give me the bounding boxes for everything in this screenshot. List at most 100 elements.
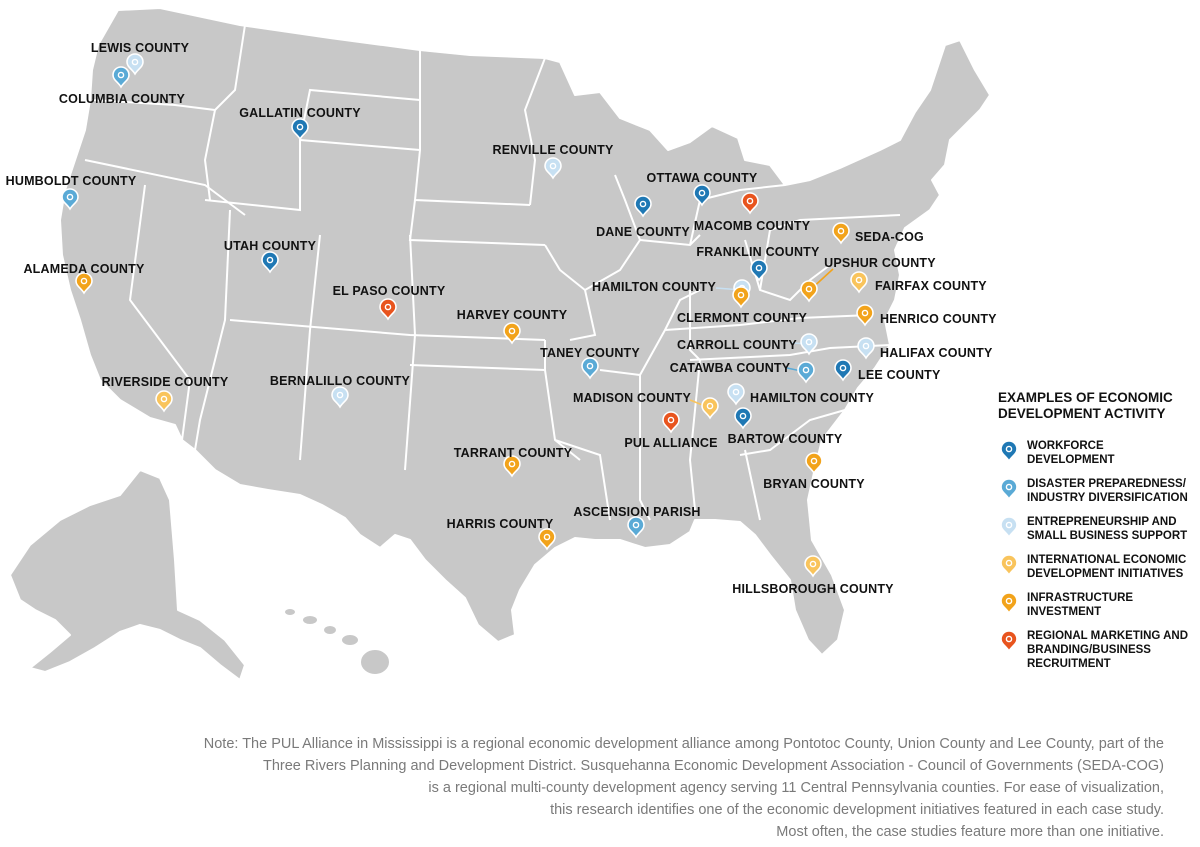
marker-label-18: HENRICO COUNTY (880, 312, 997, 326)
legend-item-infrastructure: INFRASTRUCTURE INVESTMENT (998, 592, 1200, 619)
legend-item-workforce: WORKFORCE DEVELOPMENT (998, 440, 1200, 467)
footnote: Note: The PUL Alliance in Mississippi is… (60, 733, 1164, 843)
map-pin-icon-3[interactable] (291, 118, 309, 141)
marker-label-10: UTAH COUNTY (224, 239, 317, 253)
map-pin-icon-20[interactable] (800, 333, 818, 356)
legend-pin-icon-marketing[interactable] (1000, 630, 1018, 653)
marker-label-29: PUL ALLIANCE (624, 436, 717, 450)
map-pin-icon (1000, 630, 1018, 653)
map-pin-icon-24[interactable] (834, 359, 852, 382)
legend-item-international: INTERNATIONAL ECONOMIC DEVELOPMENT INITI… (998, 554, 1200, 581)
map-pin-icon-14[interactable] (800, 280, 818, 303)
marker-label-6: OTTAWA COUNTY (647, 171, 758, 185)
legend-pin-icon-infrastructure[interactable] (1000, 592, 1018, 615)
marker-label-21: HALIFAX COUNTY (880, 346, 993, 360)
marker-label-25: RIVERSIDE COUNTY (102, 375, 229, 389)
legend-label: WORKFORCE DEVELOPMENT (1027, 440, 1115, 466)
footnote-line-2: Three Rivers Planning and Development Di… (262, 758, 1164, 774)
marker-label-12: EL PASO COUNTY (333, 284, 446, 298)
legend: EXAMPLES OF ECONOMIC DEVELOPMENT ACTIVIT… (998, 390, 1200, 682)
marker-label-19: HARVEY COUNTY (457, 308, 568, 322)
map-pin-icon-4[interactable] (61, 188, 79, 211)
hawaii-islands (283, 607, 391, 676)
footnote-line-3: is a regional multi-county development a… (428, 780, 1164, 796)
alaska-landmass (9, 469, 246, 681)
state-borders (84, 24, 901, 521)
map-pin-icon-1[interactable] (126, 53, 144, 76)
map-pin-icon-22[interactable] (581, 357, 599, 380)
map-pin-icon-19[interactable] (503, 322, 521, 345)
legend-pin-icon-workforce[interactable] (1000, 440, 1018, 463)
marker-label-35: HILLSBOROUGH COUNTY (732, 582, 894, 596)
map-pin-icon-8[interactable] (741, 192, 759, 215)
legend-pin-icon-disaster[interactable] (1000, 478, 1018, 501)
legend-label: INFRASTRUCTURE INVESTMENT (1027, 592, 1134, 618)
marker-label-16: HAMILTON COUNTY (592, 280, 717, 294)
map-pin-icon-18[interactable] (856, 304, 874, 327)
legend-label: INTERNATIONAL ECONOMIC DEVELOPMENT INITI… (1027, 554, 1187, 580)
marker-label-3: GALLATIN COUNTY (239, 106, 361, 120)
legend-items: WORKFORCE DEVELOPMENT DISASTER PREPAREDNE… (998, 440, 1200, 671)
legend-item-entrepreneurship: ENTREPRENEURSHIP AND SMALL BUSINESS SUPP… (998, 516, 1200, 543)
legend-title: EXAMPLES OF ECONOMIC DEVELOPMENT ACTIVIT… (998, 390, 1173, 421)
marker-label-20: CARROLL COUNTY (677, 338, 797, 352)
map-pin-icon-26[interactable] (331, 386, 349, 409)
legend-pin-icon-entrepreneurship[interactable] (1000, 516, 1018, 539)
marker-label-32: BRYAN COUNTY (763, 477, 865, 491)
map-pin-icon-27[interactable] (701, 397, 719, 420)
marker-label-4: HUMBOLDT COUNTY (6, 174, 137, 188)
map-pin-icon-9[interactable] (832, 222, 850, 245)
marker-label-7: DANE COUNTY (596, 225, 690, 239)
marker-label-8: MACOMB COUNTY (694, 219, 811, 233)
marker-label-28: HAMILTON COUNTY (750, 391, 875, 405)
map-pin-icon-23[interactable] (797, 361, 815, 384)
map-pin-icon-29[interactable] (662, 411, 680, 434)
legend-pin-icon-international[interactable] (1000, 554, 1018, 577)
map-pin-icon-2[interactable] (112, 66, 130, 89)
map-pin-icon-34[interactable] (538, 528, 556, 551)
map-pin-icon-10[interactable] (261, 251, 279, 274)
legend-label: ENTREPRENEURSHIP AND SMALL BUSINESS SUPP… (1027, 516, 1188, 542)
contiguous-us-landmass (59, 7, 991, 656)
map-pin-icon (1000, 516, 1018, 539)
legend-label: REGIONAL MARKETING AND BRANDING/BUSINESS… (1027, 630, 1188, 670)
map-pin-icon-11[interactable] (75, 272, 93, 295)
marker-label-22: TANEY COUNTY (540, 346, 640, 360)
map-pin-icon-6[interactable] (693, 184, 711, 207)
map-pin-icon-12[interactable] (379, 298, 397, 321)
map-pin-icon-32[interactable] (805, 452, 823, 475)
map-pin-icon-28[interactable] (727, 383, 745, 406)
us-states (9, 7, 991, 681)
marker-label-33: ASCENSION PARISH (573, 505, 700, 519)
map-pin-icon-13[interactable] (750, 259, 768, 282)
map-pin-icon-30[interactable] (734, 407, 752, 430)
marker-label-11: ALAMEDA COUNTY (23, 262, 145, 276)
marker-label-26: BERNALILLO COUNTY (270, 374, 411, 388)
marker-label-23: CATAWBA COUNTY (670, 361, 791, 375)
marker-label-30: BARTOW COUNTY (728, 432, 843, 446)
legend-item-disaster: DISASTER PREPAREDNESS/ INDUSTRY DIVERSIF… (998, 478, 1200, 505)
marker-label-31: TARRANT COUNTY (454, 446, 573, 460)
us-map: LEWIS COUNTY COLUMBIA COUNTY GALLATIN COUN… (6, 7, 997, 681)
marker-label-27: MADISON COUNTY (573, 391, 692, 405)
map-markers (61, 53, 875, 578)
legend-label: DISASTER PREPAREDNESS/ INDUSTRY DIVERSIF… (1027, 478, 1188, 504)
map-pin-icon (1000, 478, 1018, 501)
map-pin-icon-15[interactable] (850, 271, 868, 294)
footnote-line-5: Most often, the case studies feature mor… (776, 824, 1164, 840)
marker-label-1: LEWIS COUNTY (91, 41, 190, 55)
map-pin-icon-35[interactable] (804, 555, 822, 578)
map-pin-icon-31[interactable] (503, 455, 521, 478)
map-labels: LEWIS COUNTY COLUMBIA COUNTY GALLATIN COUN… (6, 41, 997, 596)
map-pin-icon (1000, 592, 1018, 615)
marker-label-5: RENVILLE COUNTY (492, 143, 614, 157)
map-pin-icon-5[interactable] (544, 157, 562, 180)
map-pin-icon (1000, 554, 1018, 577)
map-pin-icon-17[interactable] (732, 286, 750, 309)
map-pin-icon-33[interactable] (627, 516, 645, 539)
map-pin-icon (1000, 440, 1018, 463)
marker-label-34: HARRIS COUNTY (447, 517, 554, 531)
map-pin-icon-25[interactable] (155, 390, 173, 413)
map-pin-icon-7[interactable] (634, 195, 652, 218)
map-pin-icon-21[interactable] (857, 337, 875, 360)
